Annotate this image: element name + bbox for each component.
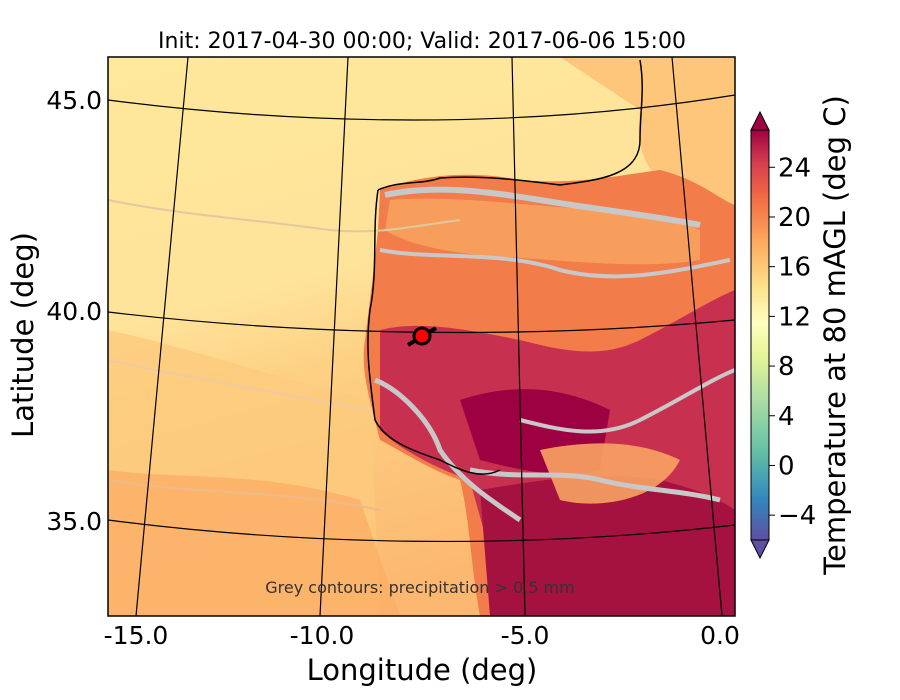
x-tick-label: -10.0 (290, 621, 355, 650)
latitude-line (108, 519, 735, 543)
temp-contour (108, 199, 461, 233)
colorbar-ticks: 24 20 16 12 8 4 0 −4 (769, 153, 816, 531)
coastline (377, 59, 643, 191)
africa-hot-zone (480, 475, 735, 616)
colorbar-tick-label: 20 (778, 203, 811, 233)
colorbar-tick-label: 8 (778, 352, 795, 382)
x-tick-label: -15.0 (104, 621, 169, 650)
temperature-field (108, 57, 735, 616)
y-tick-label: 35.0 (46, 507, 102, 536)
sea-band (560, 57, 735, 220)
coastline (367, 189, 501, 475)
colorbar-tick-label: 0 (778, 451, 795, 481)
x-axis-label: Longitude (deg) (307, 653, 538, 687)
precip-contour (374, 377, 522, 523)
colorbar-max-arrow (750, 110, 770, 131)
sea-band (108, 470, 400, 616)
precip-note: Grey contours: precipitation > 0.5 mm (265, 578, 574, 597)
precip-contour (384, 186, 701, 228)
longitude-line (671, 57, 723, 616)
latitude-line (108, 94, 735, 121)
longitude-line (511, 57, 526, 616)
y-axis-label: Latitude (deg) (6, 232, 40, 438)
precip-contour (379, 248, 731, 279)
latitude-line (108, 311, 735, 334)
precip-contour (519, 368, 735, 434)
y-tick-label: 45.0 (46, 86, 102, 115)
x-ticks: -15.0 -10.0 -5.0 0.0 (104, 621, 740, 650)
map-frame (107, 56, 736, 617)
colorbar-min-arrow (750, 539, 770, 560)
chart-title: Init: 2017-04-30 00:00; Valid: 2017-06-0… (158, 29, 686, 54)
temp-contour (108, 359, 371, 411)
colorbar-tick-label: −4 (778, 501, 816, 531)
colorbar-tick-label: 24 (778, 153, 811, 183)
colorbar-tick-label: 12 (778, 302, 811, 332)
longitude-line (319, 57, 349, 616)
y-tick-label: 40.0 (46, 297, 102, 326)
temp-contour (108, 479, 381, 511)
x-tick-label: -5.0 (501, 621, 550, 650)
colorbar-tick-label: 16 (778, 253, 811, 283)
y-ticks: 45.0 40.0 35.0 (46, 86, 102, 536)
site-marker (412, 326, 432, 346)
precip-contour (469, 467, 721, 503)
colorbar: 24 20 16 12 8 4 0 −4 Temperature at 80 m… (750, 95, 852, 576)
colorbar-tick-label: 4 (778, 402, 795, 432)
colorbar-label: Temperature at 80 mAGL (deg C) (818, 95, 852, 576)
colorbar-bar (750, 129, 770, 541)
longitude-line (135, 57, 189, 616)
x-tick-label: 0.0 (700, 621, 740, 650)
